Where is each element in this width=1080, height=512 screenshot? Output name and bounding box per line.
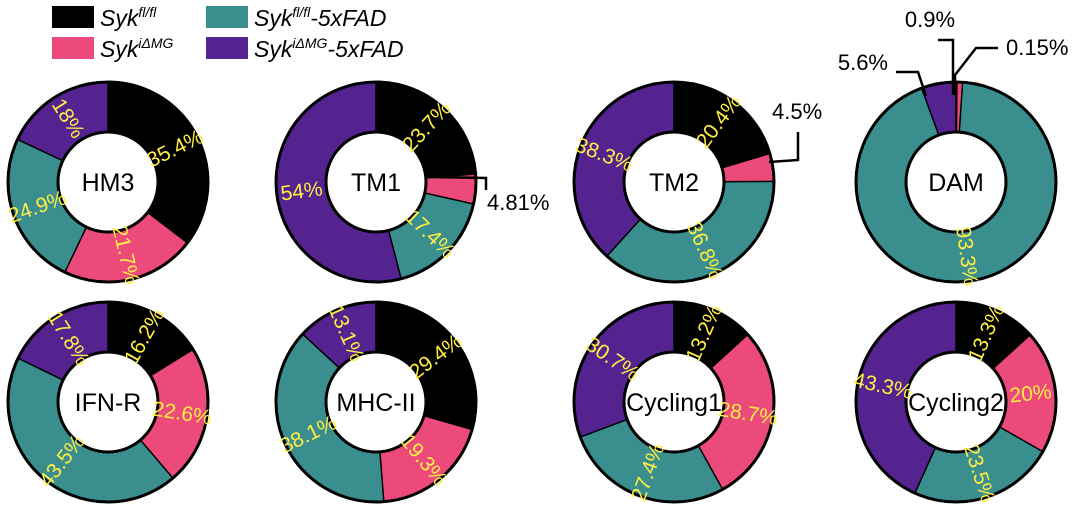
- donut-outer-ring: [572, 300, 776, 504]
- donut-outer-ring: [6, 300, 210, 504]
- donut-slice: [388, 193, 474, 279]
- donut-outer-ring: [274, 300, 478, 504]
- donut-hole: [56, 350, 160, 454]
- slice-label: 4.81%: [487, 190, 549, 215]
- donut-hole: [622, 350, 726, 454]
- donut-outer-ring: [274, 80, 478, 284]
- donut-slice: [108, 82, 208, 243]
- donut-slice: [674, 302, 748, 369]
- donut-slice: [17, 82, 108, 161]
- slice-label: 5.6%: [838, 50, 888, 75]
- leader-line: [768, 132, 800, 164]
- donut-hole: [324, 130, 428, 234]
- slice-label: 0.15%: [1006, 35, 1068, 60]
- donut-ifn-r: IFN-R16.2%22.6%43.5%17.8%: [6, 300, 213, 504]
- donut-slice: [574, 82, 674, 257]
- donut-slice: [276, 334, 384, 502]
- donut-outer-ring: [572, 80, 776, 284]
- donut-slice: [856, 82, 1056, 282]
- donut-center-label: MHC-II: [336, 389, 415, 417]
- legend-label: SykiΔMG-5xFAD: [254, 35, 404, 62]
- slice-label: 0.9%: [905, 7, 955, 32]
- legend-swatch: [206, 37, 248, 59]
- donut-slice: [574, 302, 674, 438]
- donut-slice: [921, 82, 956, 136]
- donut-center-label: Cycling1: [626, 389, 722, 417]
- legend: Sykfl/fl SykiΔMG Sykfl/fl-5xFAD SykiΔMG-5xF…: [52, 4, 404, 62]
- donut-slice: [376, 82, 476, 178]
- donut-slice: [721, 153, 774, 182]
- slice-label: 20%: [1008, 380, 1052, 407]
- donut-slice: [993, 334, 1056, 452]
- donut-hole: [904, 130, 1008, 234]
- donut-slice: [108, 302, 194, 376]
- legend-label: SykiΔMG: [100, 35, 174, 62]
- donut-slice: [64, 212, 188, 282]
- donut-center-label: DAM: [928, 169, 984, 197]
- donut-center-label: TM2: [649, 169, 699, 197]
- legend-item: Sykfl/fl-5xFAD: [206, 4, 386, 31]
- donut-slice: [379, 415, 473, 502]
- slice-label: 4.5%: [772, 99, 822, 124]
- donut-hole: [904, 350, 1008, 454]
- legend-item: Sykfl/fl: [52, 4, 157, 31]
- donut-center-label: Cycling2: [908, 389, 1004, 417]
- legend-item: SykiΔMG: [52, 35, 174, 62]
- legend-swatch: [52, 37, 94, 59]
- leader-line: [953, 46, 998, 95]
- leader-line: [429, 175, 488, 190]
- donut-slice: [674, 82, 770, 168]
- donut-hole: [324, 350, 428, 454]
- donut-slice: [8, 358, 173, 502]
- donut-slice: [914, 426, 1043, 502]
- donut-outer-ring: [854, 300, 1058, 504]
- donut-outer-ring: [6, 80, 210, 284]
- donut-slice: [698, 334, 775, 490]
- legend-label: Sykfl/fl: [100, 4, 157, 31]
- donut-slice: [18, 302, 109, 381]
- leader-line: [896, 70, 928, 97]
- legend-label: Sykfl/fl-5xFAD: [254, 4, 386, 31]
- legend-swatch: [206, 6, 248, 28]
- leader-line: [938, 38, 955, 95]
- donut-slice: [424, 173, 476, 205]
- donut-center-label: IFN-R: [75, 389, 142, 417]
- legend-swatch: [52, 6, 94, 28]
- donut-center-label: HM3: [82, 169, 135, 197]
- donut-slice: [606, 181, 774, 282]
- donut-slice: [140, 349, 208, 479]
- donut-slice: [956, 302, 1031, 369]
- donut-hole: [56, 130, 160, 234]
- donut-slice: [580, 419, 723, 502]
- legend-item: SykiΔMG-5xFAD: [206, 35, 404, 62]
- donut-slice: [376, 302, 476, 430]
- donut-hole: [622, 130, 726, 234]
- slice-label: 54%: [279, 177, 324, 205]
- donut-center-label: TM1: [351, 169, 401, 197]
